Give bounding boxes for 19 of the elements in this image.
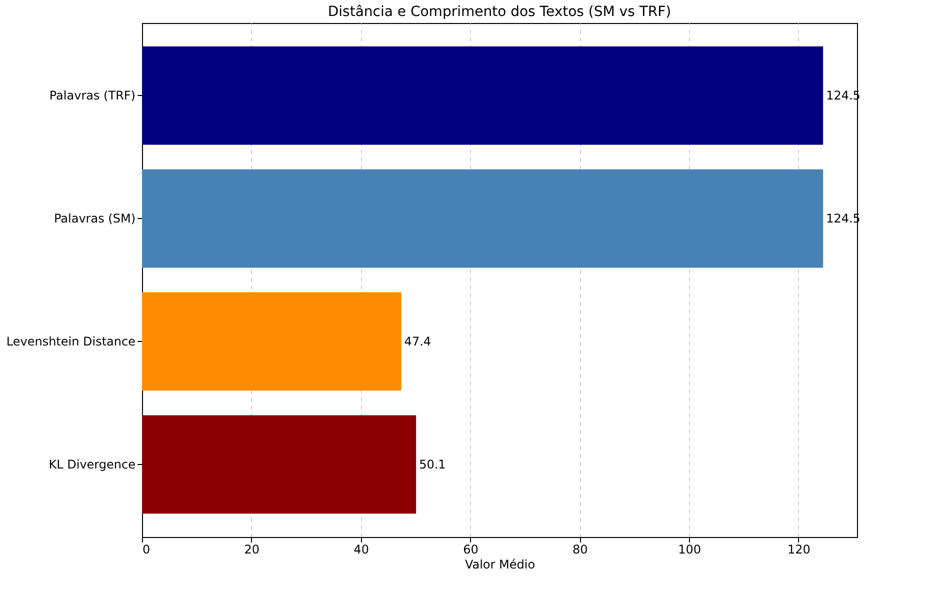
x-tick-label: 100 — [678, 542, 702, 556]
bar — [142, 292, 402, 391]
x-tick-label: 80 — [572, 542, 588, 556]
x-tick-label: 40 — [354, 542, 369, 556]
chart-title: Distância e Comprimento dos Textos (SM vs TRF) — [328, 4, 672, 20]
bar — [142, 46, 824, 145]
y-tick-label: KL Divergence — [48, 457, 136, 472]
x-tick-label: 120 — [788, 542, 810, 556]
x-tick-label: 60 — [463, 542, 478, 556]
bar — [142, 415, 416, 514]
bar — [142, 169, 824, 268]
y-tick-label: Palavras (SM) — [54, 212, 136, 226]
data-label: 47.4 — [404, 334, 432, 348]
y-tick-label: Palavras (TRF) — [49, 88, 136, 103]
x-tick-label: 20 — [244, 542, 260, 556]
x-tick-label: 0 — [142, 542, 150, 556]
x-axis-title: Valor Médio — [464, 558, 536, 572]
data-label: 50.1 — [419, 457, 446, 472]
y-tick-label: Levenshtein Distance — [6, 334, 136, 348]
